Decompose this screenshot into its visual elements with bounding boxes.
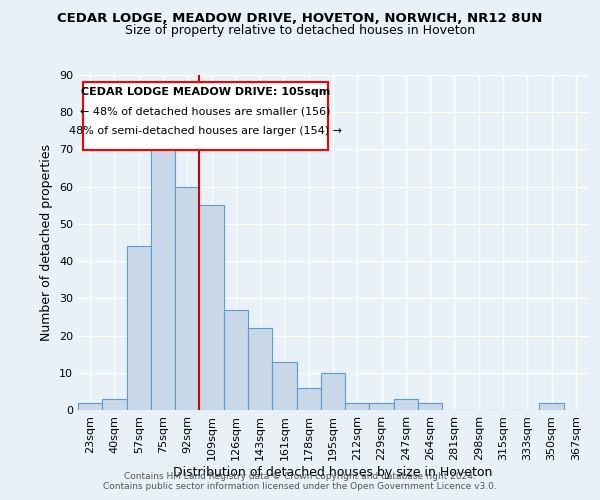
Bar [345, 402, 370, 410]
Bar [539, 402, 564, 410]
Bar [199, 206, 224, 410]
Text: Contains HM Land Registry data © Crown copyright and database right 2024.: Contains HM Land Registry data © Crown c… [124, 472, 476, 481]
X-axis label: Distribution of detached houses by size in Hoveton: Distribution of detached houses by size … [173, 466, 493, 478]
Text: Contains public sector information licensed under the Open Government Licence v3: Contains public sector information licen… [103, 482, 497, 491]
Text: Size of property relative to detached houses in Hoveton: Size of property relative to detached ho… [125, 24, 475, 37]
Bar [224, 310, 248, 410]
Bar [272, 362, 296, 410]
Bar [370, 402, 394, 410]
Bar [127, 246, 151, 410]
Bar [102, 399, 127, 410]
Text: CEDAR LODGE MEADOW DRIVE: 105sqm: CEDAR LODGE MEADOW DRIVE: 105sqm [81, 86, 330, 97]
Bar [78, 402, 102, 410]
Text: CEDAR LODGE, MEADOW DRIVE, HOVETON, NORWICH, NR12 8UN: CEDAR LODGE, MEADOW DRIVE, HOVETON, NORW… [58, 12, 542, 26]
Bar [321, 373, 345, 410]
Bar [394, 399, 418, 410]
Bar [151, 150, 175, 410]
FancyBboxPatch shape [83, 82, 328, 150]
Bar [418, 402, 442, 410]
Bar [248, 328, 272, 410]
Bar [175, 186, 199, 410]
Text: ← 48% of detached houses are smaller (156): ← 48% of detached houses are smaller (15… [80, 106, 331, 117]
Bar [296, 388, 321, 410]
Y-axis label: Number of detached properties: Number of detached properties [40, 144, 53, 341]
Text: 48% of semi-detached houses are larger (154) →: 48% of semi-detached houses are larger (… [69, 126, 342, 136]
